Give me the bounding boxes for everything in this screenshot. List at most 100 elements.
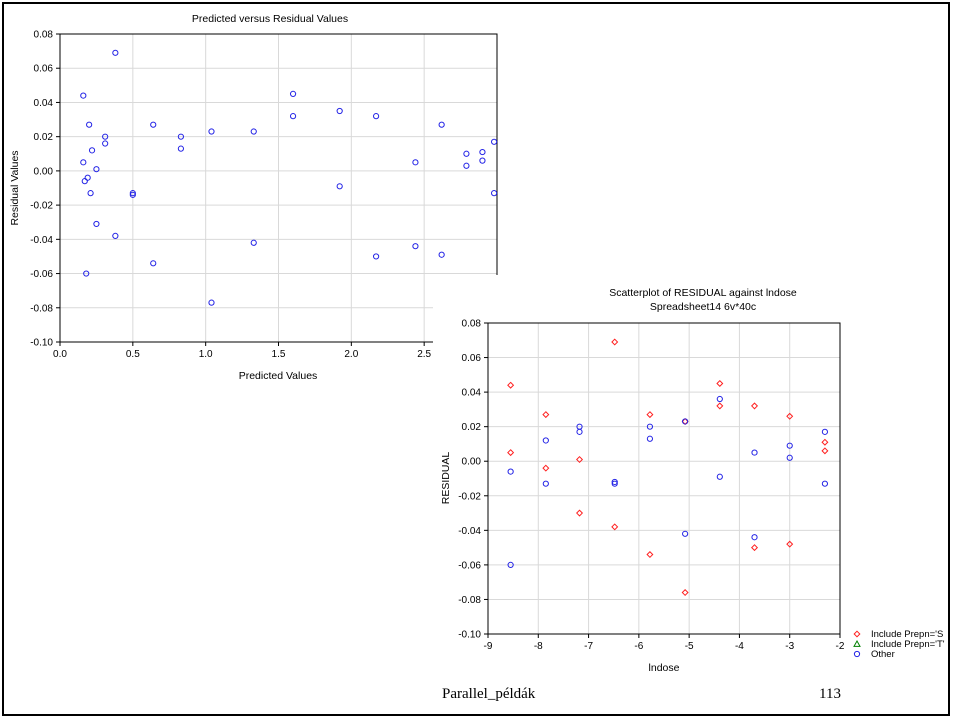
data-point (336, 183, 343, 190)
data-point (372, 113, 380, 120)
x-tick-label: 2.5 (417, 349, 431, 360)
data-point (93, 220, 100, 228)
x-tick-label: -8 (534, 641, 543, 652)
chart1-background (0, 0, 497, 390)
data-point (646, 551, 654, 559)
y-tick-label: 0.06 (462, 353, 482, 364)
data-point (463, 162, 470, 169)
data-point (576, 428, 583, 435)
x-tick-label: -4 (735, 641, 744, 652)
y-tick-label: -0.04 (30, 235, 53, 246)
x-tick-label: 0.0 (53, 349, 67, 360)
legend-marker (853, 639, 861, 647)
legend-marker (853, 630, 861, 638)
x-tick-label: -6 (634, 641, 643, 652)
data-point (80, 159, 87, 166)
data-point (751, 534, 758, 541)
data-point (716, 379, 724, 387)
chart1-title: Predicted versus Residual Values (192, 13, 348, 25)
data-point (542, 480, 549, 487)
data-point (150, 121, 157, 128)
data-point (102, 133, 109, 140)
data-point (93, 166, 100, 173)
page-number: 113 (819, 686, 841, 702)
legend-marker (853, 650, 861, 658)
x-tick-label: 2.0 (344, 349, 358, 360)
data-point (412, 159, 419, 166)
y-tick-label: -0.10 (30, 338, 53, 349)
y-tick-label: -0.02 (30, 201, 53, 212)
y-tick-label: 0.00 (462, 457, 482, 468)
data-point (611, 480, 618, 487)
y-tick-label: 0.06 (34, 64, 54, 75)
data-point (646, 411, 654, 419)
y-tick-label: -0.06 (458, 560, 481, 571)
data-point (336, 107, 343, 115)
footer-title: Parallel_példák (442, 686, 536, 702)
data-point (821, 447, 829, 455)
x-tick-label: -2 (836, 641, 845, 652)
chart2-points (507, 338, 829, 597)
data-point (786, 442, 793, 449)
data-point (576, 455, 584, 464)
data-point (84, 174, 91, 181)
data-point (88, 147, 96, 154)
data-point (751, 449, 758, 456)
y-tick-label: 0.04 (34, 98, 54, 109)
chart2-x-axis-label: lndose (649, 662, 680, 674)
data-point (646, 435, 654, 442)
data-point (208, 128, 215, 135)
legend-label: Include Prepn='S (871, 629, 943, 640)
chart1-gridlines (60, 34, 497, 342)
data-point (751, 402, 759, 410)
chart2-plot-area (487, 322, 841, 635)
data-point (751, 544, 759, 552)
chart1-axes: -0.10 -0.08 -0.06 -0.04 -0.02 0.00 0.02 0.04 0.0… (30, 30, 500, 361)
data-point (542, 411, 550, 419)
residual-plot-chart: Predicted versus Residual Values -0.10 -0… (0, 0, 500, 390)
data-point (611, 338, 619, 346)
data-point (150, 260, 157, 267)
chart2-subtitle: Spreadsheet14 6v*40c (650, 301, 756, 313)
data-point (646, 423, 654, 430)
chart2-gridlines (488, 323, 840, 634)
data-point (80, 92, 87, 99)
legend-label: Include Prepn='T' (871, 639, 945, 650)
data-point (438, 251, 445, 258)
x-tick-label: -7 (584, 641, 593, 652)
data-point (716, 402, 724, 410)
data-point (112, 232, 119, 240)
x-tick-label: 1.5 (272, 349, 286, 360)
y-tick-label: -0.08 (458, 595, 481, 606)
chart1-x-axis-label: Predicted Values (239, 370, 318, 382)
scatterplot-residual-lndose-chart: Scatterplot of RESIDUAL against lndose S… (433, 275, 954, 687)
chart1-points (80, 49, 498, 306)
data-point (289, 90, 297, 97)
data-point (681, 589, 689, 597)
data-point (412, 243, 419, 250)
chart2-axes: -0.10 -0.08 -0.06 -0.04 -0.02 0.00 0.02 0.04 0.0… (458, 319, 845, 653)
x-tick-label: -5 (685, 641, 694, 652)
data-point (177, 133, 185, 140)
y-tick-label: 0.08 (34, 30, 54, 41)
data-point (682, 418, 689, 425)
x-tick-label: 0.5 (126, 349, 140, 360)
data-point (463, 150, 470, 157)
data-point (490, 138, 498, 145)
data-point (786, 540, 794, 548)
data-point (250, 239, 257, 246)
data-point (112, 49, 119, 56)
data-point (821, 428, 829, 435)
data-point (479, 148, 486, 156)
chart1-y-axis-label: Residual Values (9, 150, 21, 225)
x-tick-label: -9 (484, 641, 493, 652)
data-point (786, 412, 794, 420)
data-point (611, 478, 618, 486)
x-tick-label: -3 (785, 641, 794, 652)
y-tick-label: 0.08 (462, 319, 482, 330)
y-tick-label: -0.10 (458, 630, 481, 641)
y-tick-label: 0.04 (462, 388, 482, 399)
data-point (83, 270, 90, 277)
